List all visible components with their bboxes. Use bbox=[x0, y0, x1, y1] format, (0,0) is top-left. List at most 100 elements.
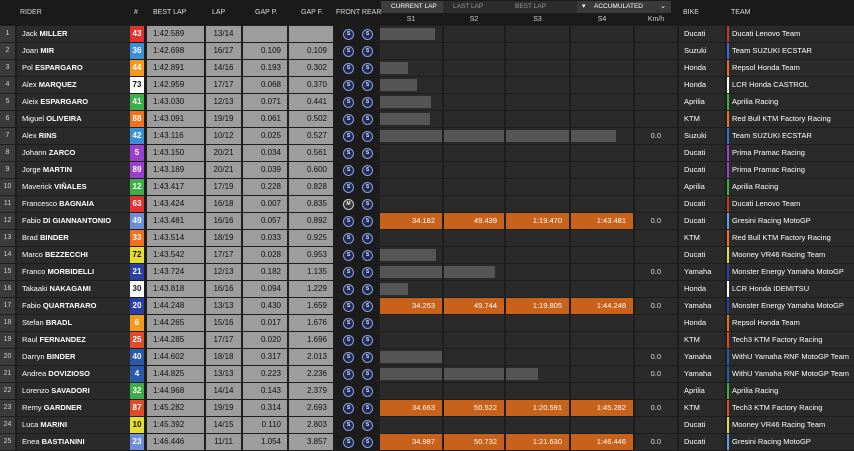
table-row[interactable]: 20 Darryn BINDER 40 1:44.602 18/18 0.317 2.013… bbox=[0, 349, 854, 366]
table-row[interactable]: 14 Marco BEZZECCHI 72 1:43.542 17/17 0.028 0.9… bbox=[0, 247, 854, 264]
rider-name[interactable]: Fabio DI GIANNANTONIO bbox=[17, 213, 144, 229]
table-row[interactable]: 11 Francesco BAGNAIA 63 1:43.424 16/18 0.007 0… bbox=[0, 196, 854, 213]
rider-first-name: Lorenzo bbox=[22, 386, 50, 395]
table-row[interactable]: 7 Alex RINS 42 1:43.116 10/12 0.025 0.527 S S 0.0… bbox=[0, 128, 854, 145]
rider-name[interactable]: Johann ZARCO bbox=[17, 145, 144, 161]
sector-1-cell bbox=[380, 179, 442, 195]
header-bike[interactable]: BIKE bbox=[683, 9, 699, 16]
table-row[interactable]: 21 Andrea DOVIZIOSO 4 1:44.825 13/13 0.223 2.2… bbox=[0, 366, 854, 383]
table-row[interactable]: 4 Alex MARQUEZ 73 1:42.959 17/17 0.068 0.370 S S… bbox=[0, 77, 854, 94]
rider-name[interactable]: Franco MORBIDELLI bbox=[17, 264, 144, 280]
table-row[interactable]: 18 Stefan BRADL 6 1:44.265 15/16 0.017 1.676 S S… bbox=[0, 315, 854, 332]
table-row[interactable]: 19 Raul FERNANDEZ 25 1:44.285 17/17 0.020 1.69… bbox=[0, 332, 854, 349]
rider-name[interactable]: Pol ESPARGARO bbox=[17, 60, 144, 76]
rider-name[interactable]: Stefan BRADL bbox=[17, 315, 144, 331]
table-row[interactable]: 6 Miguel OLIVEIRA 88 1:43.091 19/19 0.061 0.50… bbox=[0, 111, 854, 128]
view-select[interactable]: ▾ ACCUMULATED ⌄ bbox=[577, 1, 671, 13]
team-label: Team SUZUKI ECSTAR bbox=[732, 46, 812, 55]
sector-4-time: 1:43.481 bbox=[571, 213, 633, 229]
lap-count: 12/13 bbox=[206, 264, 241, 280]
rider-last-name: FERNANDEZ bbox=[39, 335, 86, 344]
table-row[interactable]: 22 Lorenzo SAVADORI 32 1:44.968 14/14 0.143 2.… bbox=[0, 383, 854, 400]
best-lap: 1:42.698 bbox=[147, 43, 204, 59]
rider-name[interactable]: Remy GARDNER bbox=[17, 400, 144, 416]
front-tyre-icon: S bbox=[343, 29, 354, 40]
team-color-stripe bbox=[727, 162, 729, 178]
table-row[interactable]: 5 Aleix ESPARGARO 41 1:43.030 12/13 0.071 0.44… bbox=[0, 94, 854, 111]
header-team[interactable]: TEAM bbox=[731, 9, 751, 16]
header-s2: S2 bbox=[469, 16, 479, 23]
team-label: Monster Energy Yamaha MotoGP bbox=[732, 267, 844, 276]
rider-name[interactable]: Enea BASTIANINI bbox=[17, 434, 144, 450]
rider-name[interactable]: Jack MILLER bbox=[17, 26, 144, 42]
rider-name[interactable]: Fabio QUARTARARO bbox=[17, 298, 144, 314]
header-rider[interactable]: RIDER bbox=[20, 9, 42, 16]
team-color-stripe bbox=[727, 230, 729, 246]
rider-name[interactable]: Miguel OLIVEIRA bbox=[17, 111, 144, 127]
table-row[interactable]: 25 Enea BASTIANINI 23 1:46.446 11/11 1.054 3.8… bbox=[0, 434, 854, 451]
table-row[interactable]: 24 Luca MARINI 10 1:45.392 14/15 0.110 2.803 S S… bbox=[0, 417, 854, 434]
table-row[interactable]: 8 Johann ZARCO 5 1:43.150 20/21 0.034 0.561 S S D… bbox=[0, 145, 854, 162]
table-row[interactable]: 2 Joan MIR 36 1:42.698 16/17 0.109 0.109 S S Suzu… bbox=[0, 43, 854, 60]
table-row[interactable]: 13 Brad BINDER 33 1:43.514 18/19 0.033 0.925 S S… bbox=[0, 230, 854, 247]
table-row[interactable]: 10 Maverick VIÑALES 12 1:43.417 17/19 0.228 0.… bbox=[0, 179, 854, 196]
table-row[interactable]: 23 Remy GARDNER 87 1:45.282 19/19 0.314 2.693 S… bbox=[0, 400, 854, 417]
sector-3-cell bbox=[506, 281, 569, 297]
tab-best-lap[interactable]: BEST LAP bbox=[505, 1, 577, 13]
lap-count: 16/16 bbox=[206, 281, 241, 297]
gap-previous: 0.057 bbox=[243, 213, 287, 229]
rider-name[interactable]: Joan MIR bbox=[17, 43, 144, 59]
front-tyre-icon: S bbox=[343, 97, 354, 108]
best-lap: 1:44.265 bbox=[147, 315, 204, 331]
sector-4-cell bbox=[571, 111, 633, 127]
header-gap-f[interactable]: GAP F. bbox=[301, 9, 324, 16]
rider-name[interactable]: Jorge MARTIN bbox=[17, 162, 144, 178]
sector-3-cell bbox=[506, 60, 569, 76]
header-lap[interactable]: LAP bbox=[212, 9, 226, 16]
rider-name[interactable]: Andrea DOVIZIOSO bbox=[17, 366, 144, 382]
rider-number: 43 bbox=[130, 26, 144, 42]
rider-name[interactable]: Lorenzo SAVADORI bbox=[17, 383, 144, 399]
rider-name[interactable]: Francesco BAGNAIA bbox=[17, 196, 144, 212]
rider-name[interactable]: Alex MARQUEZ bbox=[17, 77, 144, 93]
rear-tyre-icon: S bbox=[362, 131, 373, 142]
tab-last-lap[interactable]: LAST LAP bbox=[443, 1, 513, 13]
rider-first-name: Darryn bbox=[22, 352, 45, 361]
lap-count: 13/13 bbox=[206, 298, 241, 314]
header-gap-p[interactable]: GAP P. bbox=[255, 9, 278, 16]
rider-name[interactable]: Luca MARINI bbox=[17, 417, 144, 433]
table-row[interactable]: 1 Jack MILLER 43 1:42.589 13/14 S S Ducati Ducat… bbox=[0, 26, 854, 43]
rider-name[interactable]: Alex RINS bbox=[17, 128, 144, 144]
sector-3-cell bbox=[506, 332, 569, 348]
table-row[interactable]: 16 Takaaki NAKAGAMI 30 1:43.818 16/16 0.094 1.… bbox=[0, 281, 854, 298]
bike-make: Honda bbox=[679, 77, 725, 93]
rider-name[interactable]: Raul FERNANDEZ bbox=[17, 332, 144, 348]
rider-name[interactable]: Aleix ESPARGARO bbox=[17, 94, 144, 110]
table-row[interactable]: 3 Pol ESPARGARO 44 1:42.891 14/16 0.193 0.302 S… bbox=[0, 60, 854, 77]
table-row[interactable]: 12 Fabio DI GIANNANTONIO 49 1:43.481 16/16 0.… bbox=[0, 213, 854, 230]
rider-name[interactable]: Darryn BINDER bbox=[17, 349, 144, 365]
speed bbox=[635, 145, 677, 161]
speed bbox=[635, 111, 677, 127]
sector-2-cell bbox=[444, 417, 504, 433]
rear-tyre-icon: S bbox=[362, 250, 373, 261]
rider-last-name: MARINI bbox=[40, 420, 68, 429]
bike-make: Suzuki bbox=[679, 43, 725, 59]
tab-current-lap[interactable]: CURRENT LAP bbox=[381, 1, 451, 13]
rider-first-name: Miguel bbox=[22, 114, 45, 123]
rider-number: 40 bbox=[130, 349, 144, 365]
header-best-lap[interactable]: BEST LAP bbox=[153, 9, 187, 16]
rider-name[interactable]: Marco BEZZECCHI bbox=[17, 247, 144, 263]
gap-first: 0.600 bbox=[289, 162, 333, 178]
rider-name[interactable]: Brad BINDER bbox=[17, 230, 144, 246]
team-color-stripe bbox=[727, 247, 729, 263]
sector-2-cell bbox=[444, 60, 504, 76]
front-tyre-icon: S bbox=[343, 403, 354, 414]
team-label: Aprilia Racing bbox=[732, 97, 779, 106]
table-row[interactable]: 17 Fabio QUARTARARO 20 1:44.248 13/13 0.430 1.… bbox=[0, 298, 854, 315]
header-number[interactable]: # bbox=[134, 9, 138, 16]
rider-name[interactable]: Maverick VIÑALES bbox=[17, 179, 144, 195]
rider-name[interactable]: Takaaki NAKAGAMI bbox=[17, 281, 144, 297]
table-row[interactable]: 15 Franco MORBIDELLI 21 1:43.724 12/13 0.182 1… bbox=[0, 264, 854, 281]
table-row[interactable]: 9 Jorge MARTIN 89 1:43.189 20/21 0.039 0.600 S S… bbox=[0, 162, 854, 179]
